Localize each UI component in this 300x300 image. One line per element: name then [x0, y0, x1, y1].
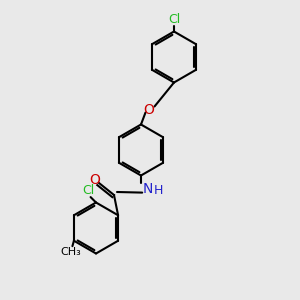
Text: O: O	[89, 173, 100, 187]
Text: Cl: Cl	[82, 184, 94, 196]
Text: N: N	[142, 182, 153, 196]
Text: CH₃: CH₃	[61, 247, 81, 257]
Text: H: H	[154, 184, 163, 197]
Text: O: O	[143, 103, 154, 116]
Text: Cl: Cl	[168, 13, 180, 26]
